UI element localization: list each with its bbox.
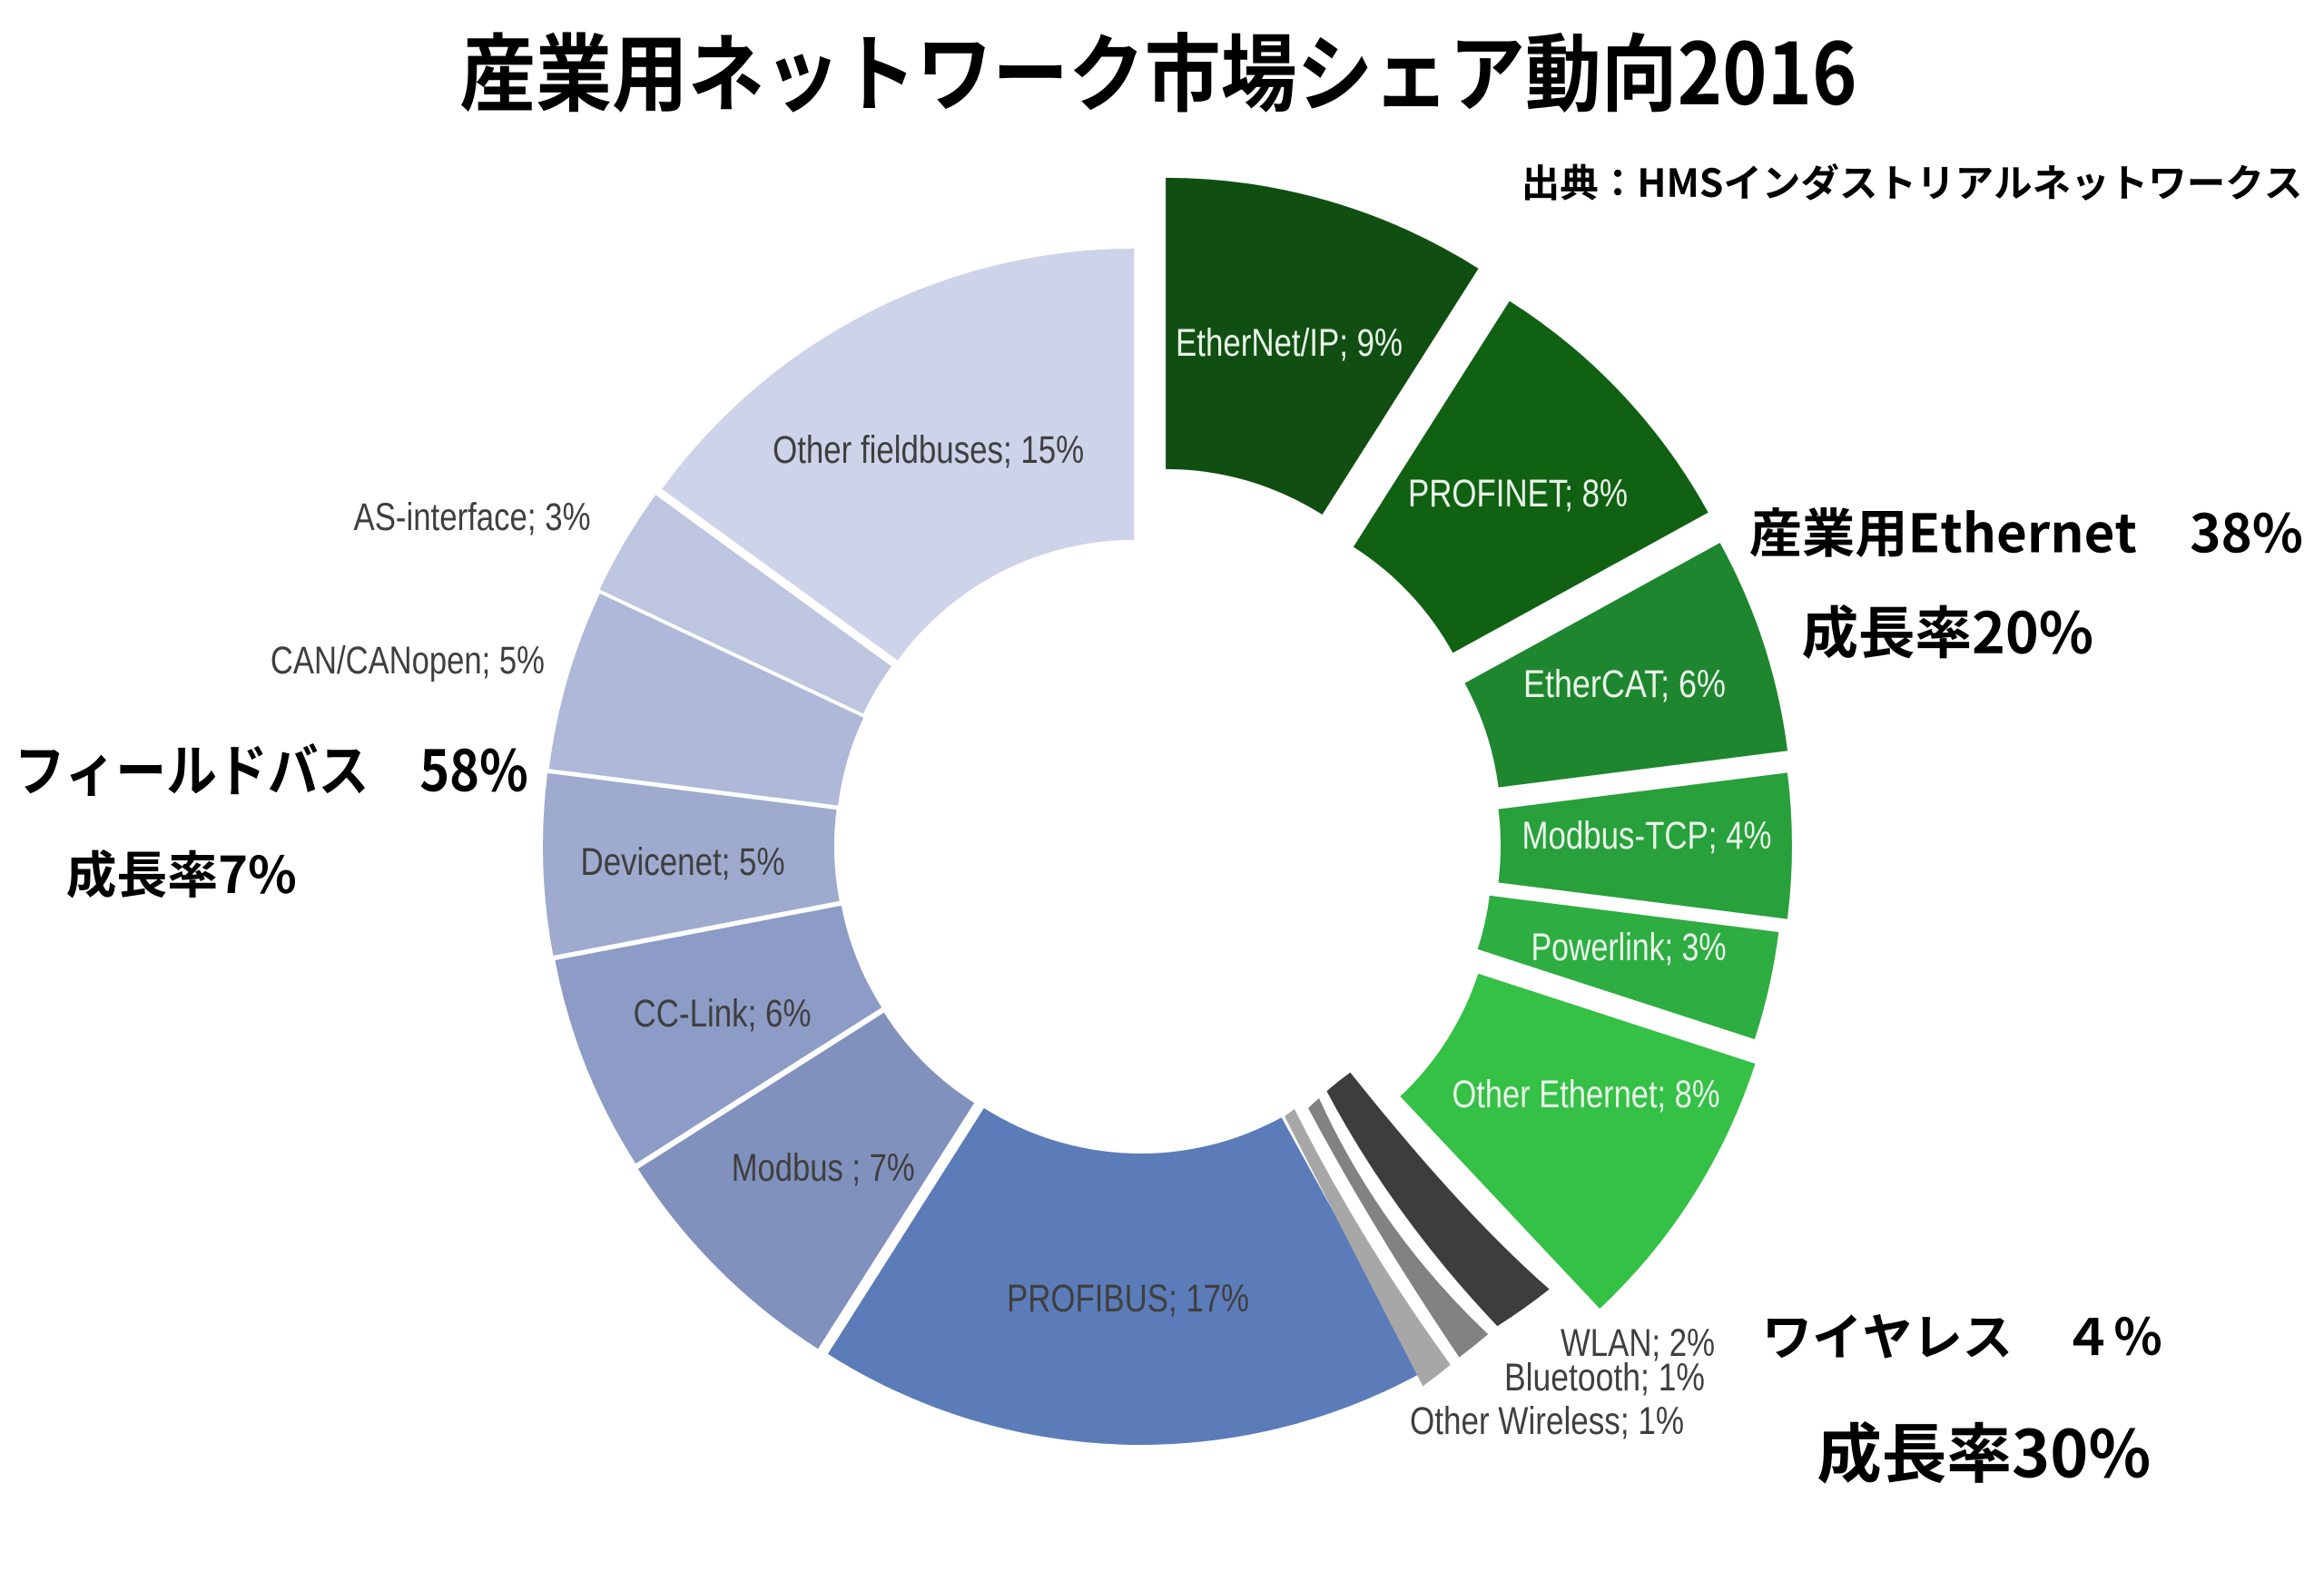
svg-text:AS-interface; 3%: AS-interface; 3% <box>354 496 591 539</box>
svg-text:CAN/CANopen; 5%: CAN/CANopen; 5% <box>271 639 545 682</box>
svg-text:PROFINET; 8%: PROFINET; 8% <box>1408 472 1628 515</box>
svg-text:EtherCAT; 6%: EtherCAT; 6% <box>1523 663 1726 706</box>
svg-text:PROFIBUS; 17%: PROFIBUS; 17% <box>1007 1277 1249 1321</box>
svg-text:Modbus ; 7%: Modbus ; 7% <box>732 1146 915 1190</box>
svg-text:Other fieldbuses; 15%: Other fieldbuses; 15% <box>773 428 1084 472</box>
svg-text:Other Wireless; 1%: Other Wireless; 1% <box>1410 1399 1684 1443</box>
svg-text:Other Ethernet; 8%: Other Ethernet; 8% <box>1452 1073 1720 1116</box>
svg-text:EtherNet/IP; 9%: EtherNet/IP; 9% <box>1176 321 1403 365</box>
svg-text:WLAN; 2%: WLAN; 2% <box>1561 1321 1715 1365</box>
svg-text:Powerlink; 3%: Powerlink; 3% <box>1531 926 1727 969</box>
svg-text:Devicenet; 5%: Devicenet; 5% <box>581 840 785 884</box>
svg-text:CC-Link; 6%: CC-Link; 6% <box>634 992 812 1036</box>
svg-text:Bluetooth; 1%: Bluetooth; 1% <box>1504 1356 1705 1399</box>
svg-text:Modbus-TCP; 4%: Modbus-TCP; 4% <box>1522 814 1772 858</box>
